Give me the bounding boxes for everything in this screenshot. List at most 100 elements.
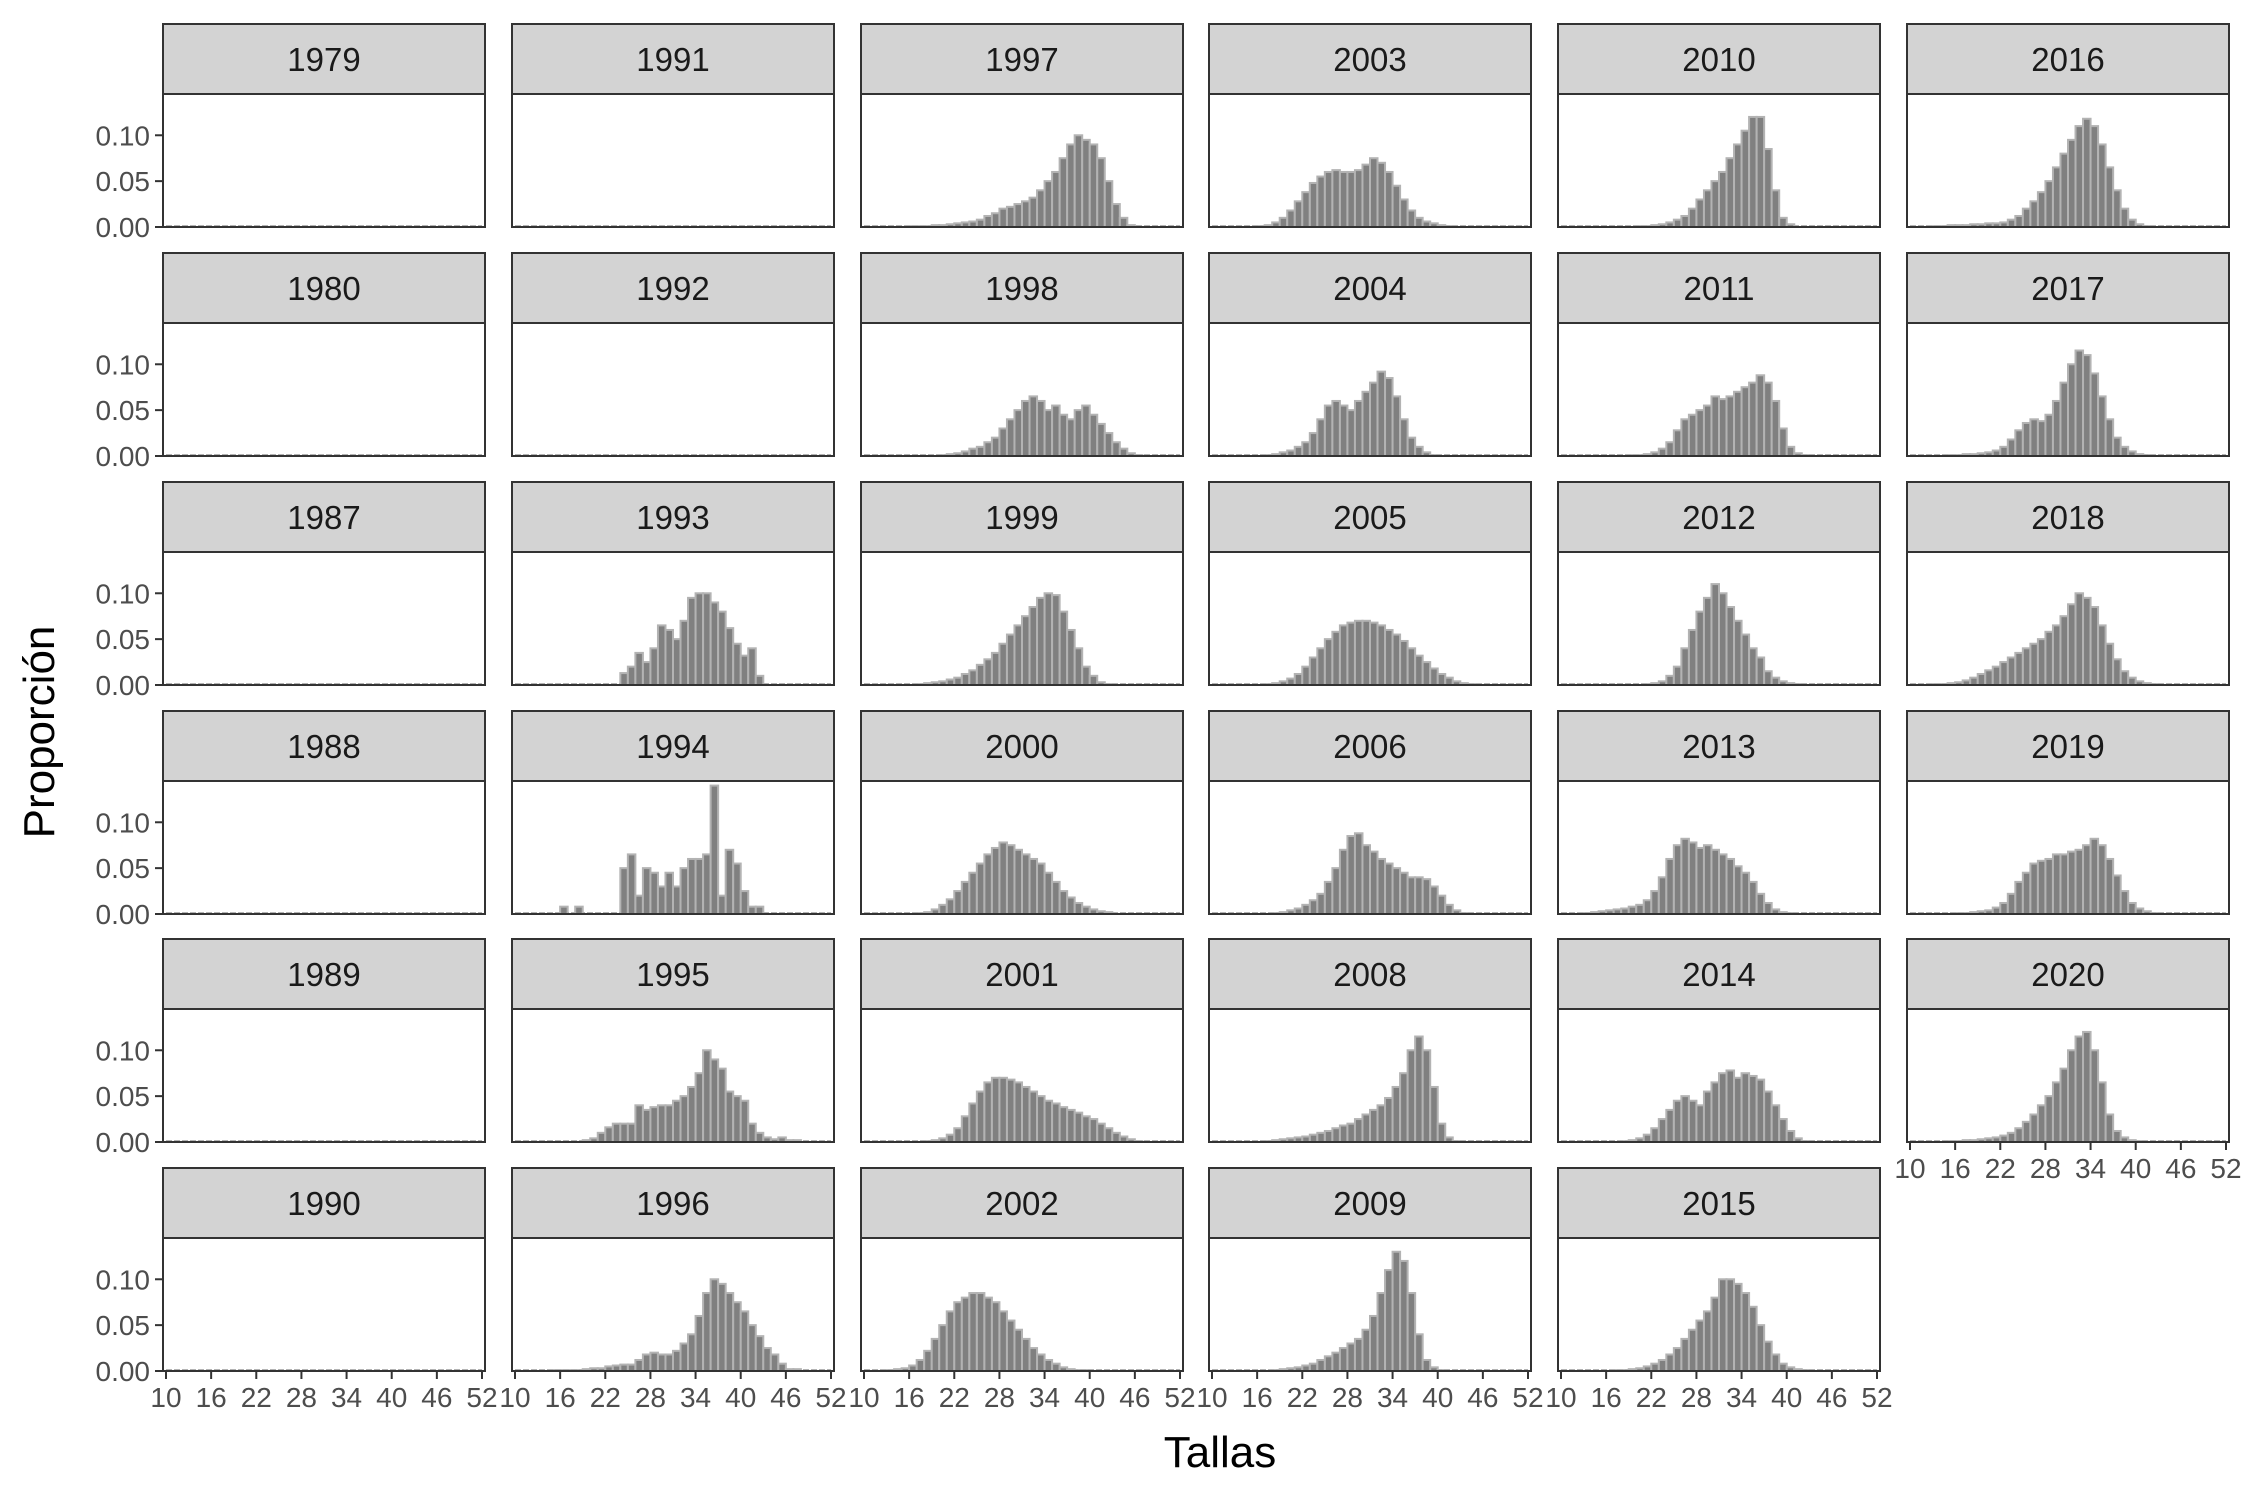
histogram-bar — [1051, 1362, 1061, 1373]
histogram-bar — [2127, 901, 2137, 915]
histogram-bar — [687, 596, 697, 686]
histogram-bar — [2036, 191, 2047, 228]
panel-border — [1557, 1008, 1881, 1143]
histogram-bar — [2036, 859, 2047, 915]
histogram-bar — [968, 1292, 978, 1372]
facet-strip-label: 2003 — [1333, 41, 1406, 78]
histogram-bar — [747, 647, 757, 687]
histogram-bar — [559, 905, 569, 915]
histogram-bar — [1111, 441, 1121, 458]
histogram-bar — [1672, 844, 1683, 916]
facet-strip — [1906, 252, 2230, 324]
facet-panel-1996: 1996 10 16 22 28 34 40 46 52 — [499, 1167, 847, 1413]
histogram-bar — [656, 1353, 667, 1372]
histogram-bar — [2089, 1049, 2100, 1144]
x-tick-label: 40 — [376, 1382, 407, 1413]
histogram-bar — [1770, 399, 1781, 457]
panel-border — [860, 93, 1184, 228]
x-tick-label: 28 — [635, 1382, 666, 1413]
histogram-bar — [1436, 1122, 1447, 1143]
histogram-bar — [1353, 169, 1364, 228]
histogram-bar — [724, 627, 735, 687]
panel-border — [162, 322, 486, 457]
facet-strip-label: 2014 — [1682, 956, 1755, 993]
x-tick-label: 22 — [590, 1382, 621, 1413]
histogram-bar — [2104, 166, 2115, 228]
facet-strip-label: 2016 — [2031, 41, 2104, 78]
histogram-bar — [717, 1282, 727, 1372]
histogram-bar — [1718, 1278, 1728, 1373]
facet-strip — [1906, 710, 2230, 782]
histogram-bar — [1770, 1353, 1781, 1372]
y-tick-label: 0.10 — [96, 578, 151, 609]
facet-strip-label: 2004 — [1333, 270, 1406, 307]
histogram-bar — [2021, 1120, 2032, 1143]
histogram-bar — [1725, 1278, 1736, 1373]
histogram-bar — [1118, 447, 1129, 458]
histogram-bar — [717, 610, 727, 686]
histogram-bar — [998, 1310, 1008, 1372]
histogram-bar — [1051, 594, 1061, 687]
histogram-bar — [1969, 676, 1979, 686]
histogram-bar — [1680, 1337, 1690, 1373]
histogram-bar — [1058, 413, 1069, 458]
facet-strip-label: 2000 — [985, 728, 1058, 765]
histogram-bar — [2082, 117, 2092, 228]
histogram-bar — [1702, 189, 1713, 229]
y-tick-label: 0.05 — [96, 166, 151, 197]
histogram-bar — [1346, 1342, 1356, 1373]
facet-strip-label: 2020 — [2031, 956, 2104, 993]
plot-background — [512, 94, 834, 227]
histogram-bar — [1353, 832, 1364, 916]
histogram-bar — [634, 651, 644, 686]
histogram-bar — [2082, 844, 2092, 916]
y-tick-label: 0.05 — [96, 395, 151, 426]
histogram-bar — [679, 867, 690, 916]
histogram-bar — [2051, 166, 2062, 228]
facet-strip — [1557, 710, 1881, 782]
histogram-bar — [2112, 436, 2122, 458]
facet-strip-label: 2002 — [985, 1185, 1058, 1222]
histogram-bar — [1376, 1104, 1387, 1143]
histogram-bar — [2021, 647, 2032, 687]
histogram-bar — [1702, 1090, 1713, 1144]
histogram-bar — [1665, 1353, 1675, 1372]
histogram-bar — [2074, 349, 2085, 457]
histogram-bar — [754, 1131, 765, 1144]
histogram-bar — [769, 1353, 780, 1372]
histogram-bar — [1361, 1328, 1372, 1372]
histogram-bar — [1043, 409, 1054, 458]
histogram-bar — [574, 905, 584, 915]
facet-panel-1998: 1998 — [860, 252, 1184, 458]
histogram-bar — [2006, 892, 2017, 915]
x-tick-label: 34 — [1726, 1382, 1757, 1413]
facet-strip — [162, 23, 486, 95]
x-tick-label: 34 — [331, 1382, 362, 1413]
histogram-bar — [1073, 1111, 1084, 1144]
facet-strip-label: 1990 — [287, 1185, 360, 1222]
panel-border — [860, 551, 1184, 686]
histogram-bar — [1725, 1069, 1736, 1144]
x-axis-title: Tallas — [1164, 1428, 1277, 1477]
histogram-bar — [960, 1115, 971, 1144]
histogram-bar — [1323, 1129, 1334, 1144]
histogram-bar — [1680, 837, 1690, 915]
facet-strip-label: 2013 — [1682, 728, 1755, 765]
histogram-bar — [1073, 134, 1084, 228]
histogram-bar — [1733, 390, 1743, 457]
histogram-bar — [1740, 129, 1751, 228]
facet-strip — [511, 938, 835, 1010]
histogram-bar — [1058, 157, 1069, 228]
histogram-bar — [1778, 1362, 1788, 1373]
histogram-bar — [1323, 170, 1334, 228]
histogram-bar — [1748, 647, 1758, 687]
facet-panel-2017: 2017 — [1906, 252, 2230, 458]
histogram-bar — [1286, 209, 1296, 228]
histogram-bar — [2067, 603, 2077, 687]
histogram-bar — [1088, 413, 1099, 458]
histogram-bar — [1657, 1118, 1668, 1144]
histogram-bar — [1361, 619, 1372, 686]
histogram-bar — [938, 1324, 948, 1373]
histogram-bar — [1088, 674, 1099, 686]
histogram-bar — [649, 1106, 659, 1143]
